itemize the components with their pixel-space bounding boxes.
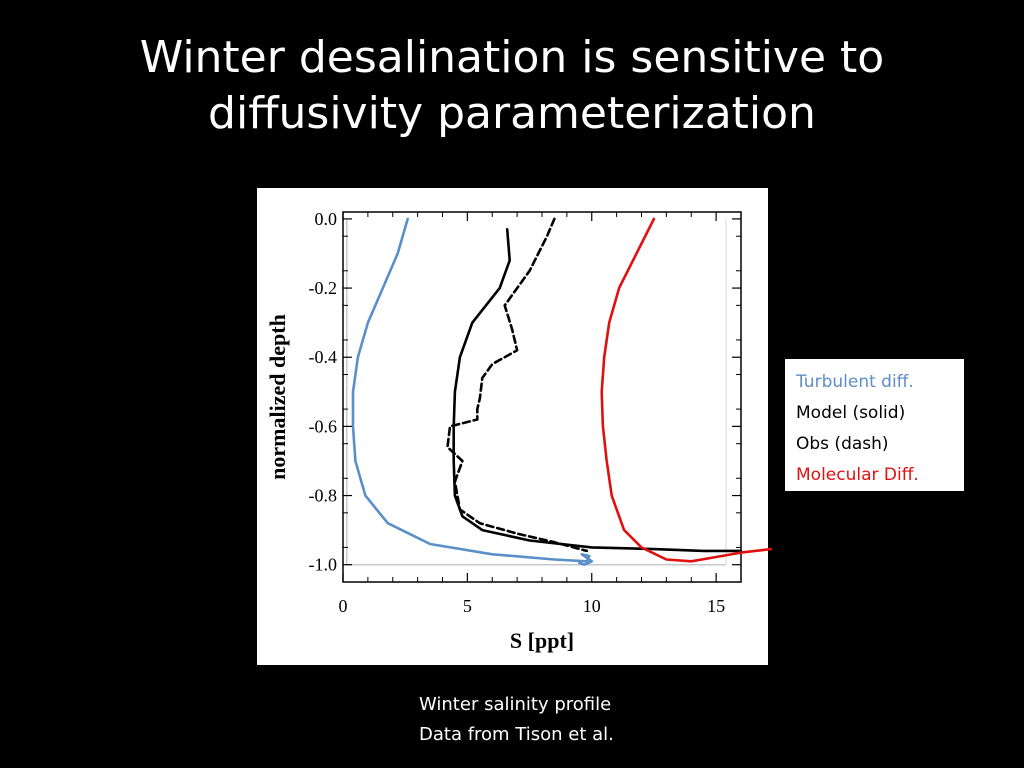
caption-line-1: Winter salinity profile xyxy=(419,694,612,715)
slide-title: Winter desalination is sensitive to diff… xyxy=(0,30,1024,142)
y-axis-title: normalized depth xyxy=(265,314,290,480)
salinity-profile-chart: 0 5 10 15 0.0 -0.2 -0.4 -0.6 -0.8 -1.0 S [ppt] no… xyxy=(265,209,773,653)
x-tick-label: 0 xyxy=(339,596,348,616)
y-tick-label: -1.0 xyxy=(309,555,338,575)
plot-frame xyxy=(342,211,742,583)
series-layer xyxy=(351,217,773,567)
legend-turbulent: Turbulent diff. xyxy=(796,372,914,392)
legend: Turbulent diff. Model (solid) Obs (dash)… xyxy=(785,359,964,491)
slide-title-line-2: diffusivity parameterization xyxy=(208,88,816,139)
x-tick-label: 15 xyxy=(707,596,725,616)
series-obs-line xyxy=(446,217,589,553)
y-tick-label: 0.0 xyxy=(315,209,338,229)
series-model-line xyxy=(452,227,743,553)
legend-molecular: Molecular Diff. xyxy=(796,465,919,485)
chart-panel: 0 5 10 15 0.0 -0.2 -0.4 -0.6 -0.8 -1.0 S [ppt] no… xyxy=(257,188,773,665)
series-turbulent-line xyxy=(351,217,594,567)
y-tick-label: -0.2 xyxy=(309,278,338,298)
x-tick-label: 10 xyxy=(583,596,601,616)
y-tick-label: -0.4 xyxy=(309,347,338,367)
grid-lines xyxy=(345,218,727,566)
caption-line-2: Data from Tison et al. xyxy=(419,724,614,745)
y-tick-label: -0.8 xyxy=(309,486,338,506)
x-tick-label: 5 xyxy=(463,596,472,616)
x-axis-title: S [ppt] xyxy=(510,628,574,653)
slide-title-line-1: Winter desalination is sensitive to xyxy=(139,32,885,83)
caption: Winter salinity profile Data from Tison … xyxy=(419,690,719,750)
series-molecular-line xyxy=(600,217,773,563)
legend-obs: Obs (dash) xyxy=(796,434,889,454)
axis-ticks: 0 5 10 15 0.0 -0.2 -0.4 -0.6 -0.8 -1.0 xyxy=(309,209,742,616)
legend-model: Model (solid) xyxy=(796,403,906,423)
y-tick-label: -0.6 xyxy=(309,416,338,436)
